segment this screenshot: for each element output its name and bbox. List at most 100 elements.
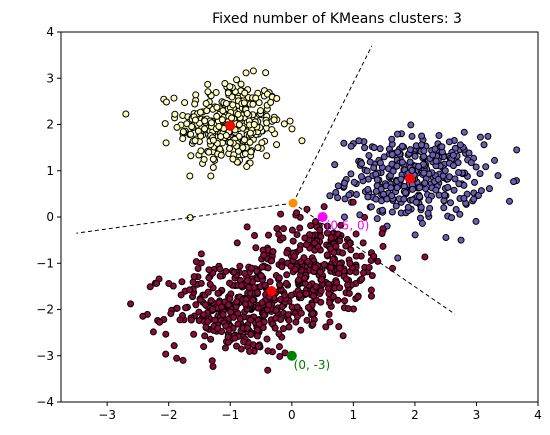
centroid-0 bbox=[225, 120, 236, 131]
cluster-red-a-point bbox=[241, 269, 249, 277]
cluster-purple-point bbox=[370, 144, 378, 152]
cluster-red-a-point bbox=[226, 295, 234, 303]
cluster-red-a-point bbox=[173, 304, 181, 312]
cluster-purple-point bbox=[409, 185, 417, 193]
cluster-purple-point bbox=[420, 147, 428, 155]
cluster-red-b-point bbox=[334, 296, 342, 304]
cluster-yellow-point bbox=[288, 125, 296, 133]
cluster-yellow-point bbox=[171, 110, 179, 118]
cluster-red-b-point bbox=[252, 244, 260, 252]
cluster-yellow-point bbox=[243, 110, 251, 118]
cluster-red-b-point bbox=[379, 242, 387, 250]
plot-area: (0.5, 0) (0, -3) bbox=[76, 45, 521, 374]
cluster-red-a-point bbox=[238, 281, 246, 289]
x-tick-label: 3 bbox=[473, 408, 481, 422]
cluster-red-a-point bbox=[200, 343, 208, 351]
cluster-purple-point bbox=[326, 192, 334, 200]
cluster-yellow-point bbox=[233, 76, 241, 84]
cluster-yellow-point bbox=[170, 94, 178, 102]
cluster-red-b-point bbox=[307, 222, 315, 230]
cluster-purple-point bbox=[397, 175, 405, 183]
cluster-yellow-point bbox=[273, 95, 281, 103]
cluster-yellow-point bbox=[202, 100, 210, 108]
cluster-yellow-point bbox=[204, 88, 212, 96]
cluster-yellow-point bbox=[252, 94, 260, 102]
cluster-purple-point bbox=[407, 121, 415, 129]
cluster-red-b-point bbox=[349, 198, 357, 206]
cluster-red-b-point bbox=[257, 272, 265, 280]
cluster-red-b-point bbox=[301, 274, 309, 282]
cluster-purple-point bbox=[440, 204, 448, 212]
cluster-red-b-point bbox=[306, 231, 314, 239]
cluster-red-b-point bbox=[243, 277, 251, 285]
cluster-purple-point bbox=[471, 178, 479, 186]
cluster-red-a-point bbox=[276, 352, 284, 360]
cluster-yellow-point bbox=[262, 69, 270, 77]
cluster-yellow-point bbox=[250, 121, 258, 129]
cluster-purple-point bbox=[398, 142, 406, 150]
cluster-red-b-point bbox=[253, 267, 261, 275]
cluster-purple-point bbox=[418, 132, 426, 140]
cluster-yellow-point bbox=[221, 79, 229, 87]
cluster-purple-point bbox=[372, 195, 380, 203]
cluster-red-b-point bbox=[302, 290, 310, 298]
cluster-purple-point bbox=[449, 151, 457, 159]
cluster-red-b-point bbox=[249, 296, 257, 304]
cluster-red-a-point bbox=[234, 320, 242, 328]
cluster-red-b-point bbox=[278, 263, 286, 271]
cluster-yellow-point bbox=[218, 116, 226, 124]
cluster-purple-point bbox=[402, 189, 410, 197]
cluster-yellow-point bbox=[268, 126, 276, 134]
cluster-purple-point bbox=[445, 138, 453, 146]
cluster-purple-point bbox=[408, 166, 416, 174]
x-tick-label: 4 bbox=[534, 408, 542, 422]
cluster-purple-point bbox=[398, 158, 406, 166]
cluster-red-b-point bbox=[358, 275, 366, 283]
cluster-purple-point bbox=[442, 234, 450, 242]
cluster-red-b-point bbox=[264, 231, 272, 239]
cluster-red-a-point bbox=[237, 345, 245, 353]
cluster-red-a-point bbox=[179, 356, 187, 364]
cluster-red-b-point bbox=[281, 291, 289, 299]
cluster-purple-point bbox=[447, 199, 455, 207]
cluster-yellow-point bbox=[226, 139, 234, 147]
cluster-purple-point bbox=[361, 144, 369, 152]
cluster-red-b-point bbox=[354, 293, 362, 301]
cluster-red-a-point bbox=[288, 226, 296, 234]
cluster-red-b-point bbox=[339, 332, 347, 340]
centroid-1 bbox=[404, 173, 415, 184]
cluster-yellow-point bbox=[222, 131, 230, 139]
x-tick-label: −1 bbox=[221, 408, 239, 422]
cluster-purple-point bbox=[364, 193, 372, 201]
cluster-purple-point bbox=[408, 132, 416, 140]
cluster-purple-point bbox=[421, 179, 429, 187]
cluster-red-b-point bbox=[248, 264, 256, 272]
cluster-red-b-point bbox=[293, 303, 301, 311]
cluster-purple-point bbox=[367, 203, 375, 211]
cluster-red-a-point bbox=[264, 347, 272, 355]
plot-content: (0.5, 0) (0, -3) bbox=[76, 45, 521, 374]
cluster-yellow-point bbox=[280, 120, 288, 128]
cluster-red-b-point bbox=[311, 264, 319, 272]
cluster-purple-point bbox=[411, 231, 419, 239]
cluster-yellow-point bbox=[162, 98, 170, 106]
cluster-yellow-point bbox=[162, 139, 170, 147]
cluster-red-b-point bbox=[326, 299, 334, 307]
cluster-yellow-point bbox=[286, 117, 294, 125]
cluster-purple-point bbox=[394, 254, 402, 262]
cluster-purple-point bbox=[513, 146, 521, 154]
x-tick-label: −3 bbox=[98, 408, 116, 422]
cluster-red-b-point bbox=[279, 234, 287, 242]
cluster-purple-point bbox=[435, 131, 443, 139]
cluster-red-a-point bbox=[173, 354, 181, 362]
cluster-red-a-point bbox=[187, 316, 195, 324]
cluster-yellow-point bbox=[186, 172, 194, 180]
annotation-point-1 bbox=[286, 350, 297, 361]
cluster-red-b-point bbox=[323, 251, 331, 259]
cluster-yellow-point bbox=[173, 123, 181, 131]
cluster-red-a-point bbox=[224, 333, 232, 341]
cluster-red-a-point bbox=[247, 330, 255, 338]
cluster-red-a-point bbox=[165, 279, 173, 287]
y-tick-label: 0 bbox=[46, 210, 54, 224]
y-tick-label: −2 bbox=[36, 303, 54, 317]
